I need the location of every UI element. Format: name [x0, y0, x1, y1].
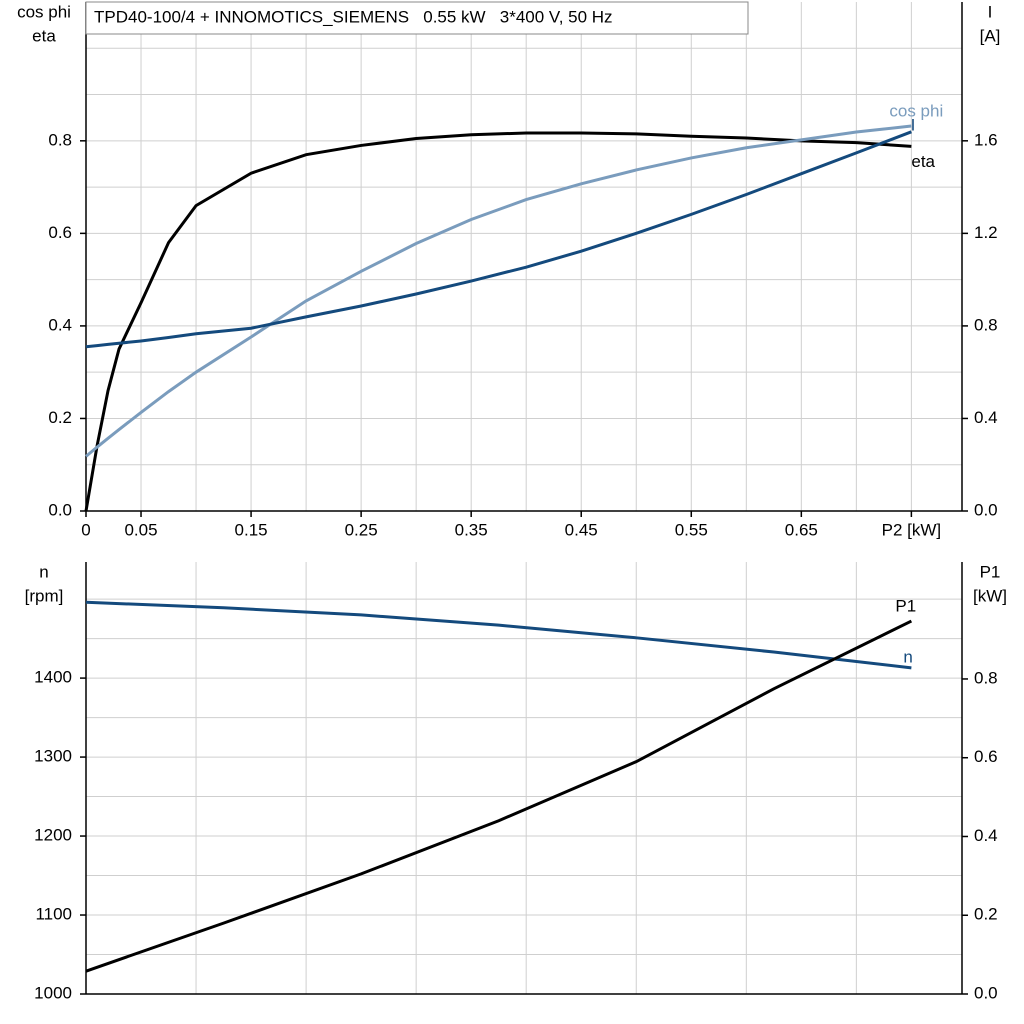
- x-tick-label: 0.15: [235, 520, 268, 539]
- x-tick-label: 0.05: [124, 520, 157, 539]
- y-tick-label: 1200: [34, 826, 72, 845]
- series-label: I: [911, 115, 916, 134]
- x-tick-label: 0.45: [565, 520, 598, 539]
- x-tick-label: 0.35: [455, 520, 488, 539]
- y-tick-label: 1100: [35, 905, 72, 924]
- y-axis-label: [rpm]: [25, 586, 64, 605]
- x-tick-label: 0.65: [785, 520, 818, 539]
- y-axis-label: eta: [32, 26, 56, 45]
- chart-title: TPD40-100/4 + INNOMOTICS_SIEMENS 0.55 kW…: [94, 7, 613, 26]
- y2-tick-label: 0.4: [974, 408, 998, 427]
- y-tick-label: 0.0: [48, 500, 72, 519]
- x-tick-label: 0: [81, 520, 90, 539]
- y2-tick-label: 1.6: [974, 130, 998, 149]
- y-tick-label: 0.4: [48, 315, 72, 334]
- y2-tick-label: 0.6: [974, 747, 998, 766]
- y-tick-label: 0.2: [48, 408, 72, 427]
- y-tick-label: 0.6: [48, 223, 72, 242]
- series-line: [85, 130, 912, 349]
- y2-axis-label: P1: [980, 562, 1001, 581]
- y2-tick-label: 0.0: [974, 500, 998, 519]
- y2-tick-label: 1.2: [974, 223, 998, 242]
- y2-tick-label: 0.0: [974, 983, 998, 1002]
- y2-tick-label: 0.8: [974, 668, 998, 687]
- y2-tick-label: 0.8: [974, 315, 998, 334]
- series-label: P1: [895, 597, 916, 616]
- series-line: [85, 619, 913, 973]
- series-line: [84, 131, 912, 512]
- y-axis-label: n: [39, 562, 48, 581]
- y2-axis-label: I: [988, 2, 993, 21]
- y2-axis-label: [kW]: [973, 586, 1007, 605]
- y-axis-label: cos phi: [17, 2, 71, 21]
- series-label: eta: [911, 152, 935, 171]
- series-line: [85, 600, 912, 670]
- y-tick-label: 0.8: [48, 130, 72, 149]
- x-tick-label: P2 [kW]: [882, 520, 942, 539]
- x-tick-label: 0.25: [345, 520, 378, 539]
- title-box: [85, 1, 749, 35]
- y2-tick-label: 0.4: [974, 826, 998, 845]
- x-tick-label: 0.55: [675, 520, 708, 539]
- series-line: [85, 124, 912, 458]
- y-tick-label: 1400: [34, 668, 72, 687]
- y2-axis-label: [A]: [980, 26, 1001, 45]
- y-tick-label: 1000: [34, 983, 72, 1002]
- y-tick-label: 1300: [34, 747, 72, 766]
- series-label: n: [903, 647, 912, 666]
- y2-tick-label: 0.2: [974, 905, 998, 924]
- series-label: cos phi: [889, 101, 943, 120]
